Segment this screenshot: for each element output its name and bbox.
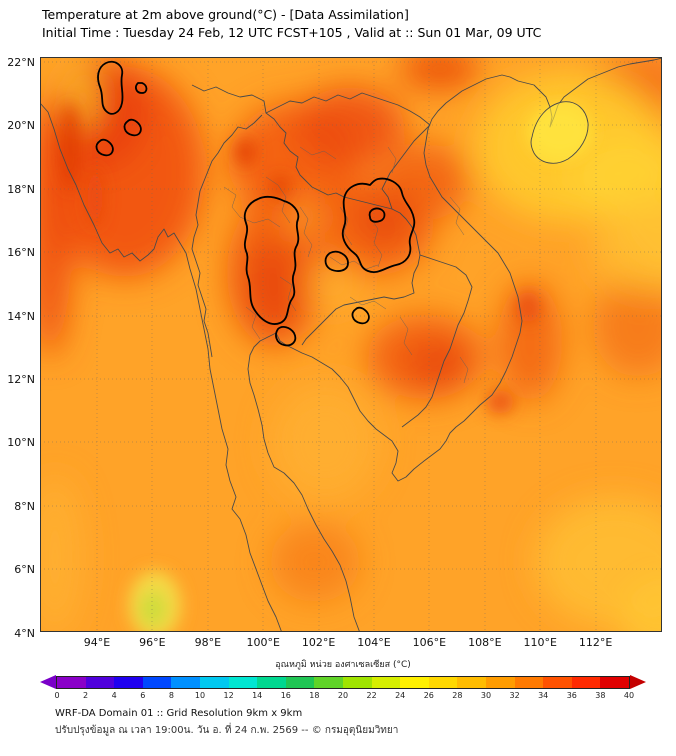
island-outline bbox=[530, 101, 589, 164]
map-plot bbox=[40, 57, 662, 632]
province-borders bbox=[223, 146, 469, 384]
x-tick-label: 112°E bbox=[578, 636, 613, 649]
y-tick-label: 10°N bbox=[7, 436, 35, 450]
y-tick-label: 16°N bbox=[7, 246, 35, 260]
x-tick-label: 108°E bbox=[468, 636, 502, 649]
colorbar-cell bbox=[142, 676, 172, 688]
temperature-field-blobs bbox=[40, 57, 662, 632]
x-axis: 94°E 96°E 98°E 100°E 102°E 104°E 106°E 108°E 110… bbox=[40, 634, 662, 650]
coastline-borders bbox=[40, 57, 662, 632]
y-tick-label: 8°N bbox=[14, 499, 35, 513]
figure-title: Temperature at 2m above ground(°C) - [Da… bbox=[42, 6, 541, 42]
colorbar-cell bbox=[199, 676, 229, 688]
colorbar-cell bbox=[85, 676, 115, 688]
y-tick-label: 14°N bbox=[7, 309, 35, 323]
colorbar-tick-label: 18 bbox=[309, 691, 320, 700]
colorbar-tick-label: 16 bbox=[280, 691, 291, 700]
colorbar-tick-label: 38 bbox=[595, 691, 606, 700]
colorbar-tick-label: 14 bbox=[252, 691, 263, 700]
x-tick-label: 98°E bbox=[194, 636, 222, 649]
colorbar-tick-label: 30 bbox=[480, 691, 492, 700]
colorbar-tick-label: 24 bbox=[395, 691, 406, 700]
colorbar-cell bbox=[600, 676, 629, 688]
colorbar-tick-label: 22 bbox=[366, 691, 377, 700]
colorbar-cell bbox=[228, 676, 258, 688]
colorbar-tick-label: 0 bbox=[54, 691, 60, 700]
colorbar-tick-label: 26 bbox=[423, 691, 434, 700]
map-canvas bbox=[40, 57, 662, 632]
footer-domain-info: WRF-DA Domain 01 :: Grid Resolution 9km … bbox=[55, 708, 303, 719]
colorbar-cell bbox=[543, 676, 572, 688]
title-line-2: Initial Time : Tuesday 24 Feb, 12 UTC FC… bbox=[42, 25, 542, 40]
colorbar-cell bbox=[457, 676, 486, 688]
colorbar bbox=[40, 675, 646, 689]
colorbar-tick-label: 28 bbox=[452, 691, 463, 700]
x-tick-label: 96°E bbox=[139, 636, 166, 649]
colorbar-cell bbox=[257, 676, 286, 688]
colorbar-tick-label: 32 bbox=[509, 691, 520, 700]
colorbar-tick-label: 6 bbox=[140, 691, 146, 700]
colorbar-label: อุณหภูมิ หน่วย องศาเซลเซียส (°C) bbox=[275, 660, 411, 670]
y-axis: 22°N 20°N 18°N 16°N 14°N 12°N 10°N 8°N 6°N 4°N bbox=[0, 56, 38, 640]
colorbar-tick-label: 12 bbox=[223, 691, 234, 700]
y-tick-label: 20°N bbox=[7, 119, 35, 133]
x-tick-label: 102°E bbox=[301, 636, 336, 649]
y-tick-label: 18°N bbox=[7, 182, 35, 196]
colorbar-cell bbox=[428, 676, 458, 688]
x-tick-label: 94°E bbox=[83, 636, 111, 649]
temperature-contours bbox=[95, 60, 416, 347]
x-tick-label: 104°E bbox=[357, 636, 391, 649]
colorbar-under-arrow bbox=[40, 675, 56, 689]
x-tick-label: 106°E bbox=[412, 636, 447, 649]
x-tick-label: 100°E bbox=[246, 636, 280, 649]
colorbar-tick-label: 8 bbox=[168, 691, 174, 700]
y-tick-label: 6°N bbox=[14, 563, 35, 577]
plot-frame bbox=[40, 57, 662, 632]
colorbar-tick-label: 36 bbox=[566, 691, 577, 700]
colorbar-body bbox=[56, 675, 630, 689]
footer-update-info: ปรับปรุงข้อมูล ณ เวลา 19:00น. วัน อ. ที่… bbox=[55, 725, 399, 736]
colorbar-tick-label: 20 bbox=[337, 691, 349, 700]
title-line-1: Temperature at 2m above ground(°C) - [Da… bbox=[42, 7, 409, 22]
colorbar-tick-label: 10 bbox=[194, 691, 206, 700]
y-tick-label: 4°N bbox=[14, 626, 35, 640]
colorbar-cell bbox=[57, 676, 86, 688]
colorbar-cell bbox=[314, 676, 343, 688]
x-tick-label: 110°E bbox=[523, 636, 557, 649]
colorbar-tick-label: 34 bbox=[538, 691, 549, 700]
colorbar-cell bbox=[285, 676, 315, 688]
colorbar-tick-label: 4 bbox=[111, 691, 117, 700]
colorbar-cell bbox=[514, 676, 544, 688]
colorbar-cell bbox=[114, 676, 143, 688]
colorbar-tick-label: 40 bbox=[623, 691, 635, 700]
colorbar-ticks: 0 2 4 6 8 10 12 14 16 18 20 22 24 26 28 30 32 34 36 38 40 bbox=[40, 691, 660, 703]
colorbar-over-arrow bbox=[630, 675, 646, 689]
y-tick-label: 22°N bbox=[7, 56, 35, 69]
colorbar-cell bbox=[342, 676, 372, 688]
colorbar-cell bbox=[171, 676, 200, 688]
colorbar-cell bbox=[400, 676, 429, 688]
colorbar-cell bbox=[571, 676, 601, 688]
colorbar-cell bbox=[371, 676, 401, 688]
colorbar-tick-label: 2 bbox=[83, 691, 89, 700]
y-tick-label: 12°N bbox=[7, 373, 35, 386]
colorbar-cell bbox=[485, 676, 515, 688]
